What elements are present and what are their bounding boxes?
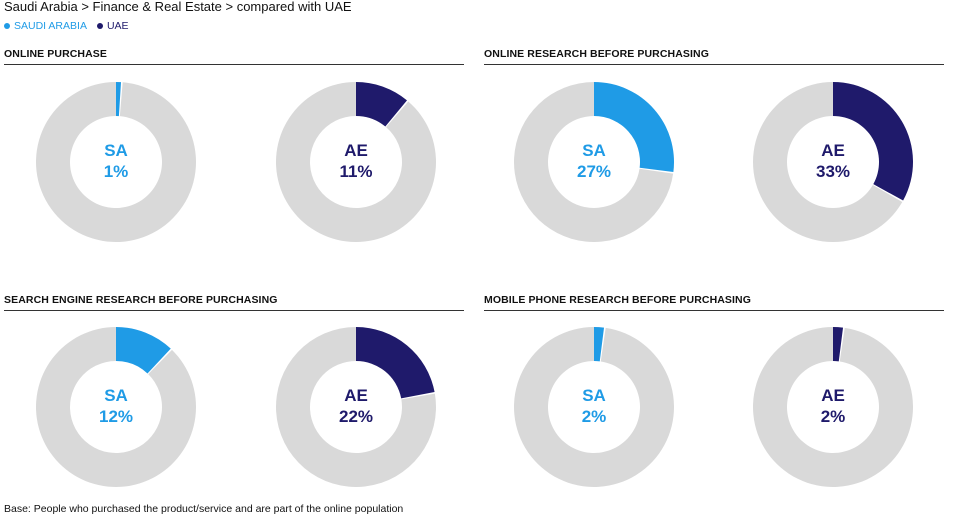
- donut-mobile-phone-ae: AE 2%: [753, 327, 913, 487]
- legend-item-sa: SAUDI ARABIA: [4, 20, 87, 32]
- donut-value-label: 12%: [98, 407, 134, 426]
- donut-online-purchase-ae: AE 11%: [276, 82, 436, 242]
- donut-code-label: SA: [104, 386, 128, 405]
- donut-search-engine-sa: SA 12%: [36, 327, 196, 487]
- donut-value-segment: [833, 327, 844, 362]
- donut-remainder-segment: [753, 327, 913, 487]
- panel-rule: [484, 64, 944, 65]
- donut-svg: [36, 327, 196, 487]
- donut-value-segment: [116, 327, 171, 374]
- legend-dot-sa-icon: [4, 23, 10, 29]
- page-title: Saudi Arabia > Finance & Real Estate > c…: [4, 0, 352, 14]
- donut-remainder-segment: [36, 327, 196, 487]
- donut-remainder-segment: [36, 82, 196, 242]
- donut-value-label: 1%: [103, 162, 129, 181]
- donut-code-label: SA: [104, 141, 128, 160]
- donut-svg: [753, 327, 913, 487]
- donut-svg: [753, 82, 913, 242]
- panel-rule: [4, 310, 464, 311]
- donut-svg: [276, 82, 436, 242]
- donut-value-label: 27%: [576, 162, 612, 181]
- donut-svg: [276, 327, 436, 487]
- panel-title-online-purchase: ONLINE PURCHASE: [4, 48, 108, 60]
- donut-code-label: SA: [582, 386, 606, 405]
- base-note: Base: People who purchased the product/s…: [4, 503, 404, 515]
- donut-mobile-phone-sa: SA 2%: [514, 327, 674, 487]
- donut-online-research-ae: AE 33%: [753, 82, 913, 242]
- panel-rule: [484, 310, 944, 311]
- donut-value-label: 11%: [339, 162, 373, 181]
- donut-svg: [36, 82, 196, 242]
- panel-rule: [4, 64, 464, 65]
- donut-code-label: SA: [582, 141, 606, 160]
- donut-svg: [514, 327, 674, 487]
- donut-value-segment: [833, 82, 913, 201]
- legend-item-ae: UAE: [96, 20, 129, 32]
- donut-code-label: AE: [821, 141, 845, 160]
- donut-code-label: AE: [344, 141, 368, 160]
- legend-dot-ae-icon: [96, 23, 103, 29]
- donut-remainder-segment: [514, 327, 674, 487]
- legend-label-ae: UAE: [106, 20, 129, 32]
- donut-svg: [514, 82, 674, 242]
- donut-value-segment: [594, 327, 605, 362]
- donut-value-label: 22%: [338, 407, 374, 426]
- donut-remainder-segment: [276, 82, 436, 242]
- donut-value-segment: [116, 82, 122, 117]
- panel-title-search-engine: SEARCH ENGINE RESEARCH BEFORE PURCHASING: [4, 294, 278, 306]
- donut-code-label: AE: [821, 386, 845, 405]
- donut-value-label: 33%: [815, 162, 851, 181]
- donut-value-segment: [356, 327, 435, 399]
- donut-search-engine-ae: AE 22%: [276, 327, 436, 487]
- donut-remainder-segment: [514, 82, 674, 242]
- donut-online-research-sa: SA 27%: [514, 82, 674, 242]
- donut-remainder-segment: [276, 327, 436, 487]
- donut-value-label: 2%: [820, 407, 846, 426]
- donut-remainder-segment: [753, 82, 903, 242]
- panel-title-online-research: ONLINE RESEARCH BEFORE PURCHASING: [484, 48, 709, 60]
- donut-value-segment: [356, 82, 407, 127]
- donut-code-label: AE: [344, 386, 368, 405]
- legend: SAUDI ARABIA UAE: [4, 20, 129, 32]
- donut-value-segment: [594, 82, 674, 173]
- panel-title-mobile-phone: MOBILE PHONE RESEARCH BEFORE PURCHASING: [484, 294, 752, 306]
- donut-online-purchase-sa: SA 1%: [36, 82, 196, 242]
- donut-value-label: 2%: [581, 407, 607, 426]
- legend-label-sa: SAUDI ARABIA: [14, 20, 87, 32]
